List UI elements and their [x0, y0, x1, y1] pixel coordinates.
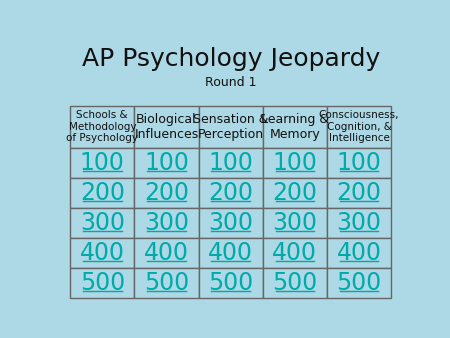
Text: 100: 100: [208, 151, 253, 175]
Bar: [263, 105, 327, 148]
Text: 100: 100: [272, 151, 317, 175]
Bar: [198, 238, 263, 268]
Bar: [327, 105, 391, 148]
Text: 100: 100: [80, 151, 125, 175]
Text: 300: 300: [144, 211, 189, 235]
Text: Round 1: Round 1: [205, 76, 256, 89]
Text: 300: 300: [208, 211, 253, 235]
Bar: [327, 268, 391, 298]
Text: 100: 100: [144, 151, 189, 175]
Bar: [70, 148, 135, 178]
Text: 500: 500: [272, 271, 317, 295]
Text: AP Psychology Jeopardy: AP Psychology Jeopardy: [81, 47, 380, 71]
Text: 200: 200: [272, 181, 317, 205]
Text: 500: 500: [144, 271, 189, 295]
Text: 500: 500: [208, 271, 253, 295]
Text: 200: 200: [144, 181, 189, 205]
Bar: [70, 268, 135, 298]
Text: 400: 400: [208, 241, 253, 265]
Text: Schools &
Methodology
of Psychology: Schools & Methodology of Psychology: [66, 110, 138, 143]
Text: 300: 300: [80, 211, 125, 235]
Bar: [198, 105, 263, 148]
Text: 400: 400: [144, 241, 189, 265]
Bar: [263, 238, 327, 268]
Bar: [263, 268, 327, 298]
Bar: [327, 178, 391, 208]
Text: Biological
Influences: Biological Influences: [135, 113, 198, 141]
Bar: [263, 148, 327, 178]
Text: Learning &
Memory: Learning & Memory: [261, 113, 329, 141]
Bar: [327, 148, 391, 178]
Bar: [327, 208, 391, 238]
Bar: [70, 105, 135, 148]
Text: 500: 500: [80, 271, 125, 295]
Bar: [135, 148, 198, 178]
Bar: [198, 208, 263, 238]
Text: 200: 200: [208, 181, 253, 205]
Bar: [327, 238, 391, 268]
Bar: [135, 178, 198, 208]
Text: 100: 100: [337, 151, 382, 175]
Bar: [198, 268, 263, 298]
Text: 500: 500: [336, 271, 382, 295]
Text: 400: 400: [337, 241, 382, 265]
Bar: [70, 238, 135, 268]
Text: 400: 400: [272, 241, 317, 265]
Bar: [198, 178, 263, 208]
Bar: [198, 148, 263, 178]
Text: 400: 400: [80, 241, 125, 265]
Bar: [70, 178, 135, 208]
Text: 300: 300: [272, 211, 317, 235]
Bar: [135, 238, 198, 268]
Text: 300: 300: [337, 211, 382, 235]
Bar: [135, 105, 198, 148]
Bar: [263, 208, 327, 238]
Text: 200: 200: [80, 181, 125, 205]
Bar: [135, 268, 198, 298]
Text: Consciousness,
Cognition, &
Intelligence: Consciousness, Cognition, & Intelligence: [319, 110, 399, 143]
Text: Sensation &
Perception: Sensation & Perception: [193, 113, 268, 141]
Text: 200: 200: [337, 181, 382, 205]
Bar: [70, 208, 135, 238]
Bar: [263, 178, 327, 208]
Bar: [135, 208, 198, 238]
